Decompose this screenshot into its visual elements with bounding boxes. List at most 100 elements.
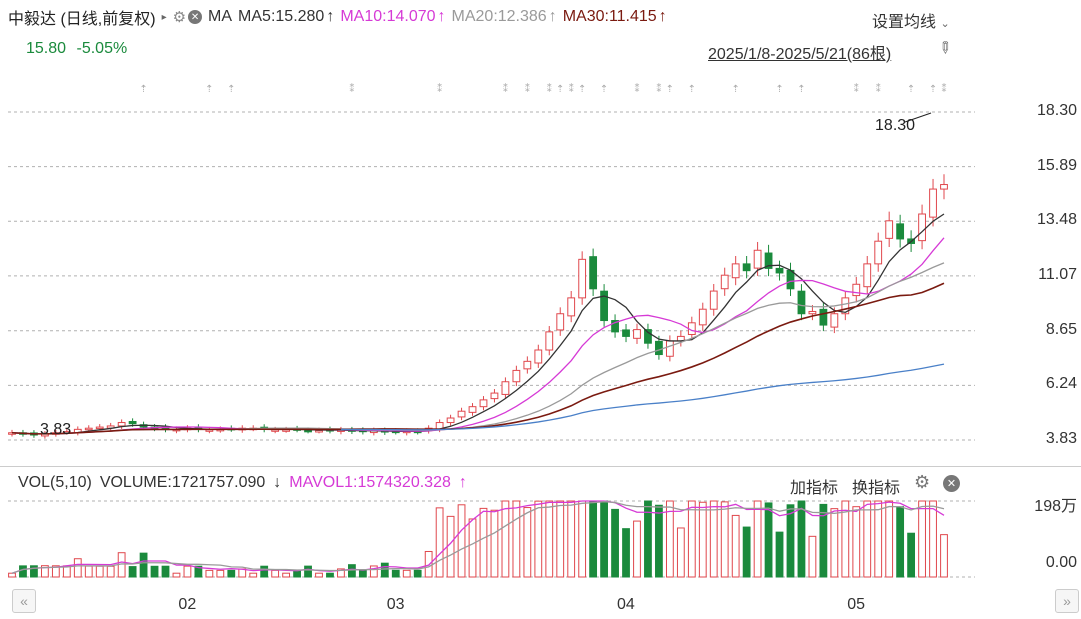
date-range-label: 2025/1/8-2025/5/21(86根) <box>708 46 892 63</box>
candle <box>797 290 806 315</box>
high-annotation: 18.30 <box>875 117 915 134</box>
volume-bar <box>830 508 839 578</box>
date-tick-label: 04 <box>617 596 635 613</box>
ma5-value: MA5:15.280 <box>238 8 325 25</box>
vol-axis-top: 198万 <box>1034 498 1077 515</box>
price-chart[interactable]: 18.30 3.83 ⇡ ⇡ ⇡ ⁑ ⁑ ⁑ ⁑ ⁑ ⇡ ⁑ ⇡ ⇡ ⁑ ⁑ ⇡ ⇡ ⇡ ⇡ ⇡ ⁑ ⁑ ⇡ ⇡ ⁑ <box>0 60 1081 465</box>
volume-bar <box>501 500 510 578</box>
volume-bar <box>172 572 181 578</box>
candle <box>764 252 773 269</box>
volume-bar <box>611 508 619 578</box>
candle <box>731 263 740 279</box>
volume-bar <box>249 572 258 578</box>
ma-settings-label: 设置均线 <box>872 14 937 31</box>
candle <box>479 399 488 408</box>
volume-bar <box>282 572 291 578</box>
volume-bar <box>512 500 521 578</box>
event-marker-icon: ⇡ <box>578 84 586 95</box>
volume-bar <box>293 569 301 578</box>
volume-bar <box>874 500 883 578</box>
candle <box>841 297 850 315</box>
current-price: 15.80 <box>26 40 67 57</box>
price-tick-label: 18.30 <box>1036 102 1077 119</box>
price-change-row: 15.80 -5.05% <box>26 40 127 58</box>
ma30-arrow-icon: ↑ <box>658 8 667 25</box>
candle <box>742 263 751 272</box>
ma10-value: MA10:14.070 <box>340 8 436 25</box>
event-marker-icon: ⁑ <box>876 82 881 95</box>
candle <box>633 329 641 339</box>
volume-bar <box>764 502 773 578</box>
title-menu-arrow-icon[interactable]: ▸ <box>161 11 167 23</box>
candle <box>600 290 608 322</box>
pin-icon[interactable]: ✎ <box>933 37 956 60</box>
event-marker-icon: ⇡ <box>205 84 213 95</box>
candle <box>95 426 104 430</box>
mavol10-line <box>11 501 945 574</box>
event-marker-icon: ⁑ <box>656 82 661 95</box>
vol-close-icon[interactable]: ✕ <box>943 475 960 492</box>
volume-bar <box>369 565 378 578</box>
volume-bar <box>8 572 16 578</box>
scroll-left-button[interactable]: « <box>12 589 36 613</box>
volume-bar <box>490 509 499 578</box>
low-annotation: 3.83 <box>40 421 71 438</box>
volume-bar <box>523 507 532 578</box>
event-marker-icon: ⇡ <box>688 84 696 95</box>
volume-bar <box>337 568 345 578</box>
stock-title: 中毅达 (日线,前复权) <box>8 11 156 28</box>
volume-bar <box>106 565 115 578</box>
volume-bar <box>655 504 663 578</box>
candle <box>523 360 532 370</box>
candle <box>490 392 499 400</box>
volume-bar <box>644 500 652 578</box>
candle <box>709 290 718 310</box>
volume-bar <box>84 565 93 578</box>
vol-title: VOL(5,10) <box>18 474 92 491</box>
volume-bar <box>753 500 762 578</box>
candle <box>457 410 466 418</box>
price-tick-label: 15.89 <box>1036 156 1077 174</box>
chevron-down-icon: ⌄ <box>940 18 950 30</box>
candle <box>567 297 576 317</box>
candle <box>128 421 137 425</box>
volume-bar <box>665 500 674 578</box>
volume-bar <box>600 500 608 578</box>
volume-bar <box>128 566 137 578</box>
candle <box>863 263 872 288</box>
volume-bar <box>633 520 641 578</box>
volume-bar <box>797 500 806 578</box>
candle <box>830 313 839 328</box>
candle <box>578 258 587 299</box>
scroll-right-button[interactable]: » <box>1055 589 1079 613</box>
candle <box>534 349 543 364</box>
event-marker-icon: ⇡ <box>929 84 937 95</box>
ma-settings-button[interactable]: 设置均线 ⌄ <box>872 8 950 32</box>
volume-bar <box>545 500 554 578</box>
volume-bar <box>348 564 356 578</box>
switch-indicator-button[interactable]: 换指标 <box>852 480 901 497</box>
volume-bar <box>161 565 170 578</box>
add-indicator-button[interactable]: 加指标 <box>790 480 839 497</box>
candle <box>611 320 619 333</box>
candle <box>720 274 729 290</box>
volume-chart[interactable] <box>0 495 1081 587</box>
price-change: -5.05% <box>76 40 128 57</box>
volume-bar <box>556 500 565 578</box>
volume-bar <box>139 552 148 578</box>
event-marker-icon: ⁑ <box>437 82 442 95</box>
price-tick-label: 8.65 <box>1045 320 1077 338</box>
candle <box>304 429 312 433</box>
event-marker-icon: ⇡ <box>139 84 147 95</box>
volume-bar <box>687 500 696 578</box>
volume-bar <box>73 558 82 578</box>
volume-bar <box>940 534 948 578</box>
vol-gear-icon[interactable]: ⚙ <box>914 472 931 492</box>
volume-bar <box>720 501 729 578</box>
gear-icon[interactable]: ⚙ <box>172 9 187 26</box>
volume-bar <box>929 500 937 578</box>
date-range[interactable]: 2025/1/8-2025/5/21(86根) <box>708 40 891 64</box>
close-icon[interactable]: ✕ <box>188 10 203 24</box>
volume-bar <box>260 565 269 578</box>
long-ma-line <box>340 363 945 431</box>
